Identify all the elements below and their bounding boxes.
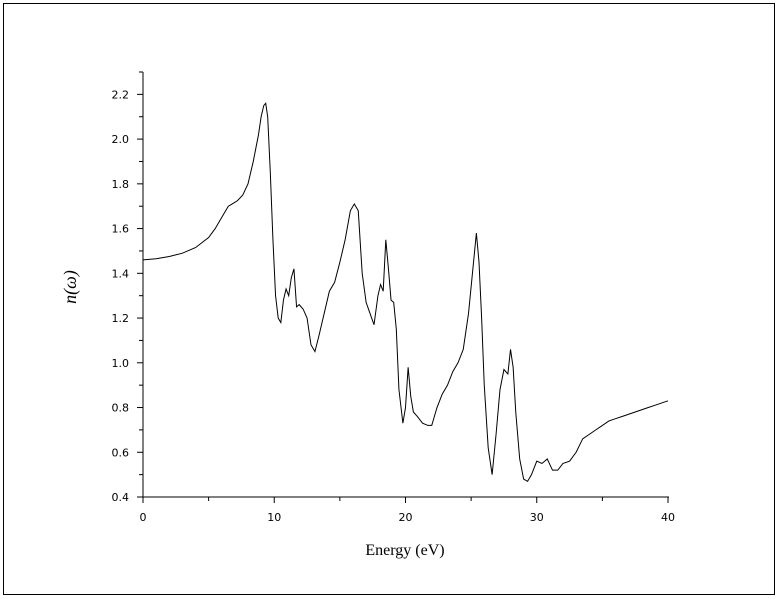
y-tick-label: 0.8 xyxy=(112,402,130,415)
y-tick-label: 2.2 xyxy=(112,88,130,101)
x-tick-label: 10 xyxy=(267,511,281,524)
y-tick-label: 0.6 xyxy=(112,446,130,459)
x-tick-label: 20 xyxy=(399,511,413,524)
x-tick-label: 40 xyxy=(661,511,675,524)
y-tick-label: 1.8 xyxy=(112,178,130,191)
y-tick-label: 1.2 xyxy=(112,312,130,325)
series-line xyxy=(142,102,669,483)
y-tick-label: 1.6 xyxy=(112,223,130,236)
x-axis-ticks: 0 10 20 30 40 xyxy=(140,497,675,524)
y-tick-label: 1.0 xyxy=(112,357,130,370)
y-axis-title: n(ω) xyxy=(60,270,81,304)
x-tick-label: 30 xyxy=(530,511,544,524)
figure-frame xyxy=(3,3,775,595)
y-tick-label: 2.0 xyxy=(112,133,130,146)
x-axis-title: Energy (eV) xyxy=(365,542,444,559)
x-tick-label: 0 xyxy=(140,511,147,524)
y-tick-label: 1.4 xyxy=(112,267,130,280)
y-tick-label: 0.4 xyxy=(112,491,130,504)
y-axis-ticks: 0.4 0.6 0.8 1.0 1.2 1.4 1.6 1.8 2.0 2.2 xyxy=(112,71,143,504)
